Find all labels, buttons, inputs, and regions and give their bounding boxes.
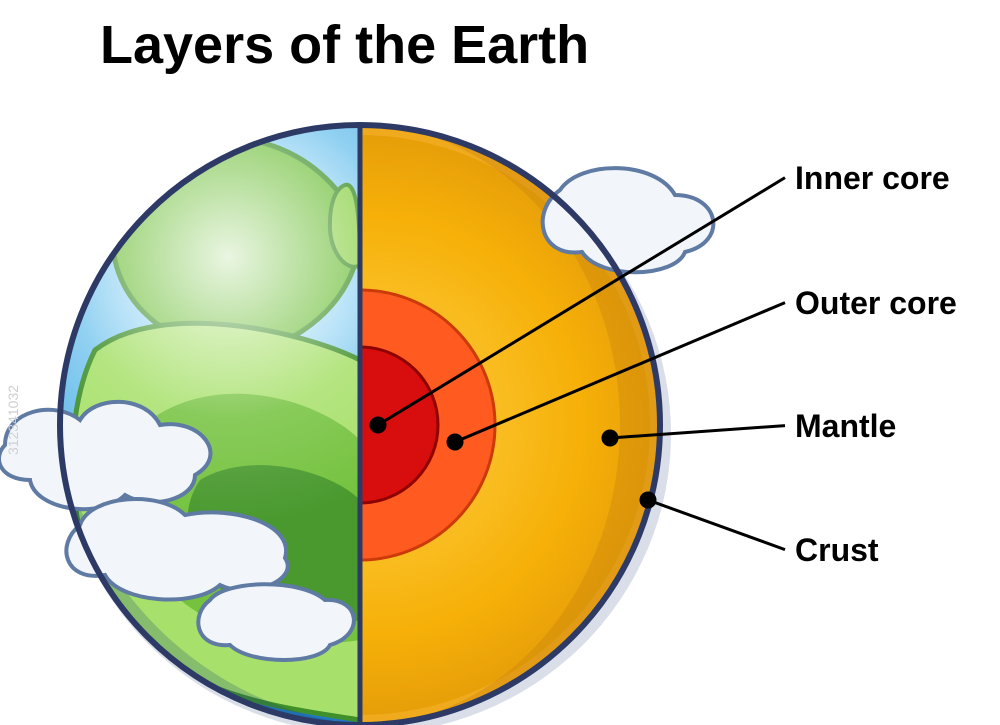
label-mantle: Mantle [795,408,896,445]
callout-dot-inner_core [371,418,385,432]
label-outer_core: Outer core [795,285,957,322]
callout-dot-crust [641,493,655,507]
callout-line-crust [648,500,785,550]
earth-diagram-svg: 312341032 [0,0,1000,725]
callout-dot-mantle [603,431,617,445]
watermark-left: 312341032 [5,385,21,455]
label-inner_core: Inner core [795,160,950,197]
diagram-stage: Layers of the Earth [0,0,1000,725]
label-crust: Crust [795,532,879,569]
callout-dot-outer_core [448,435,462,449]
